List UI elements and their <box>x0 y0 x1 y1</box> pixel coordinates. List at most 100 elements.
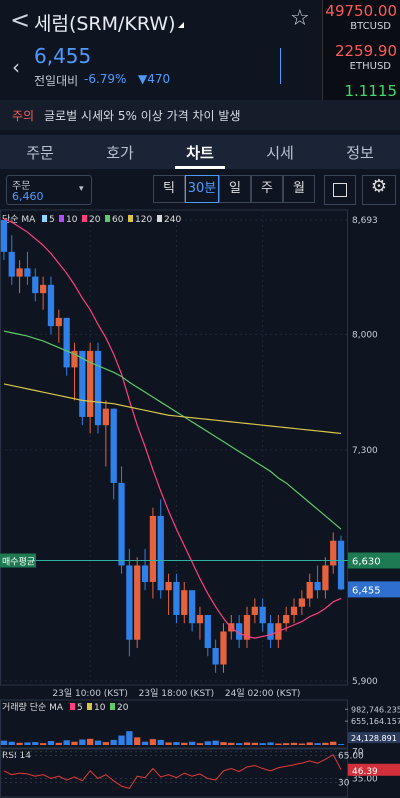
tab[interactable]: 차트 <box>186 144 214 162</box>
change-amount: ▼470 <box>138 72 171 86</box>
volume-bar <box>157 739 164 745</box>
volume-bar <box>228 742 235 745</box>
ma-legend-swatch <box>105 215 110 222</box>
candle-body <box>16 268 23 277</box>
ma-line <box>3 218 342 639</box>
ticker-price: 2259.90 <box>334 42 397 60</box>
volume-bar <box>16 742 23 745</box>
volume-border <box>0 699 348 749</box>
volume-bar <box>71 741 78 745</box>
volume-bar <box>337 744 345 745</box>
ma-legend-period: 20 <box>89 215 101 225</box>
avg-buy-label-bg <box>348 552 400 569</box>
volume-bar <box>188 741 196 745</box>
change-amount-value: 470 <box>147 72 171 86</box>
ticker-symbol: BTCUSD <box>350 21 391 32</box>
period-button[interactable]: 월 <box>283 175 315 203</box>
rsi-tick-label: 30 <box>338 778 350 788</box>
settings-button[interactable]: ⚙ <box>362 175 396 205</box>
favorite-star[interactable]: ☆ <box>290 6 310 31</box>
ma-legend-period: 120 <box>135 215 152 225</box>
order-label: 주문 <box>12 181 31 192</box>
order-box[interactable]: 주문 6,460 ▾ <box>6 175 92 205</box>
period-button[interactable]: 30분 <box>185 175 219 203</box>
tab-underline <box>175 166 225 169</box>
volume-bar <box>47 741 55 745</box>
order-price: 6,460 <box>12 190 44 203</box>
candle-body <box>134 565 141 640</box>
notice-tag: 주의 <box>12 109 35 123</box>
candle-body <box>165 581 172 591</box>
volume-bar <box>298 743 306 745</box>
volume-bar <box>102 742 109 745</box>
candle-body <box>149 515 157 582</box>
rsi-tick-label: 70 <box>352 748 364 758</box>
volume-bar <box>196 743 204 745</box>
volume-bar <box>181 742 188 745</box>
x-tick-label: 23일 10:00 (KST) <box>52 688 128 699</box>
candle-body <box>8 251 15 277</box>
tab[interactable]: 호가 <box>106 144 134 162</box>
avg-buy-tag <box>0 553 36 568</box>
volume-bar <box>55 742 62 745</box>
candle-body <box>102 408 109 426</box>
candle-body <box>0 220 8 252</box>
ma-legend-swatch <box>59 215 64 222</box>
volume-bar <box>110 739 117 745</box>
tab-bar: 주문 호가 차트 시세 정보 <box>0 135 400 169</box>
back-button[interactable]: < <box>10 6 31 34</box>
change-label: 전일대비 <box>34 74 79 88</box>
period-button[interactable]: 주 <box>251 175 283 203</box>
notice-text: 글로벌 시세와 5% 이상 가격 차이 발생 <box>44 109 241 123</box>
rsi-tick-label: 65.00 <box>338 752 364 762</box>
layout-button[interactable] <box>324 175 356 205</box>
volume-bar <box>126 731 133 745</box>
volume-bar <box>39 743 47 745</box>
volume-legend-period: 20 <box>117 703 129 713</box>
candle-body <box>157 515 164 591</box>
volume-bar <box>118 735 125 745</box>
volume-bar <box>79 739 86 745</box>
volume-tick-label: 982,746.235 <box>351 705 400 714</box>
ma-legend-label: 단순 MA <box>2 214 36 225</box>
volume-bar <box>94 740 102 745</box>
candle-body <box>55 317 62 327</box>
candle-body <box>118 482 125 566</box>
ma-legend-period: 5 <box>49 215 55 225</box>
tab[interactable]: 시세 <box>266 144 294 162</box>
volume-bar <box>149 739 157 745</box>
period-button[interactable]: 틱 <box>153 175 185 203</box>
volume-bar <box>134 737 141 745</box>
title-dropdown[interactable] <box>178 22 184 28</box>
volume-bar <box>275 743 282 745</box>
order-dropdown: ▾ <box>79 184 84 194</box>
tab[interactable]: 정보 <box>346 144 374 162</box>
candle-body <box>196 614 204 624</box>
period-button[interactable]: 일 <box>219 175 251 203</box>
candle-body <box>298 598 306 607</box>
volume-bar <box>322 742 329 745</box>
mini-chart <box>280 48 321 84</box>
candle-body <box>126 565 133 640</box>
volume-bar <box>165 742 172 745</box>
current-price: 6,455 <box>34 44 92 68</box>
candle-body <box>212 647 219 665</box>
volume-legend-period: 10 <box>94 703 106 713</box>
candle-body <box>188 590 196 624</box>
notice-bar: 주의 글로벌 시세와 5% 이상 가격 차이 발생 <box>0 100 400 130</box>
ma-legend-swatch <box>128 215 133 222</box>
volume-legend-label: 거래량 단순 MA <box>2 701 64 713</box>
period-group: 틱 30분 일 주 월 <box>153 175 315 203</box>
ma-legend-period: 60 <box>112 215 124 225</box>
rsi-tick-label: 35.00 <box>352 775 378 785</box>
tab[interactable]: 주문 <box>26 144 54 162</box>
volume-current-bg <box>348 732 400 744</box>
volume-bar <box>24 742 31 745</box>
candle-body <box>94 350 102 426</box>
volume-bar <box>0 740 8 745</box>
volume-bar <box>251 742 258 745</box>
volume-bar <box>283 743 290 745</box>
title[interactable]: 세럼(SRM/KRW) <box>34 13 176 35</box>
volume-bar <box>259 743 266 745</box>
candle-body <box>181 590 188 615</box>
